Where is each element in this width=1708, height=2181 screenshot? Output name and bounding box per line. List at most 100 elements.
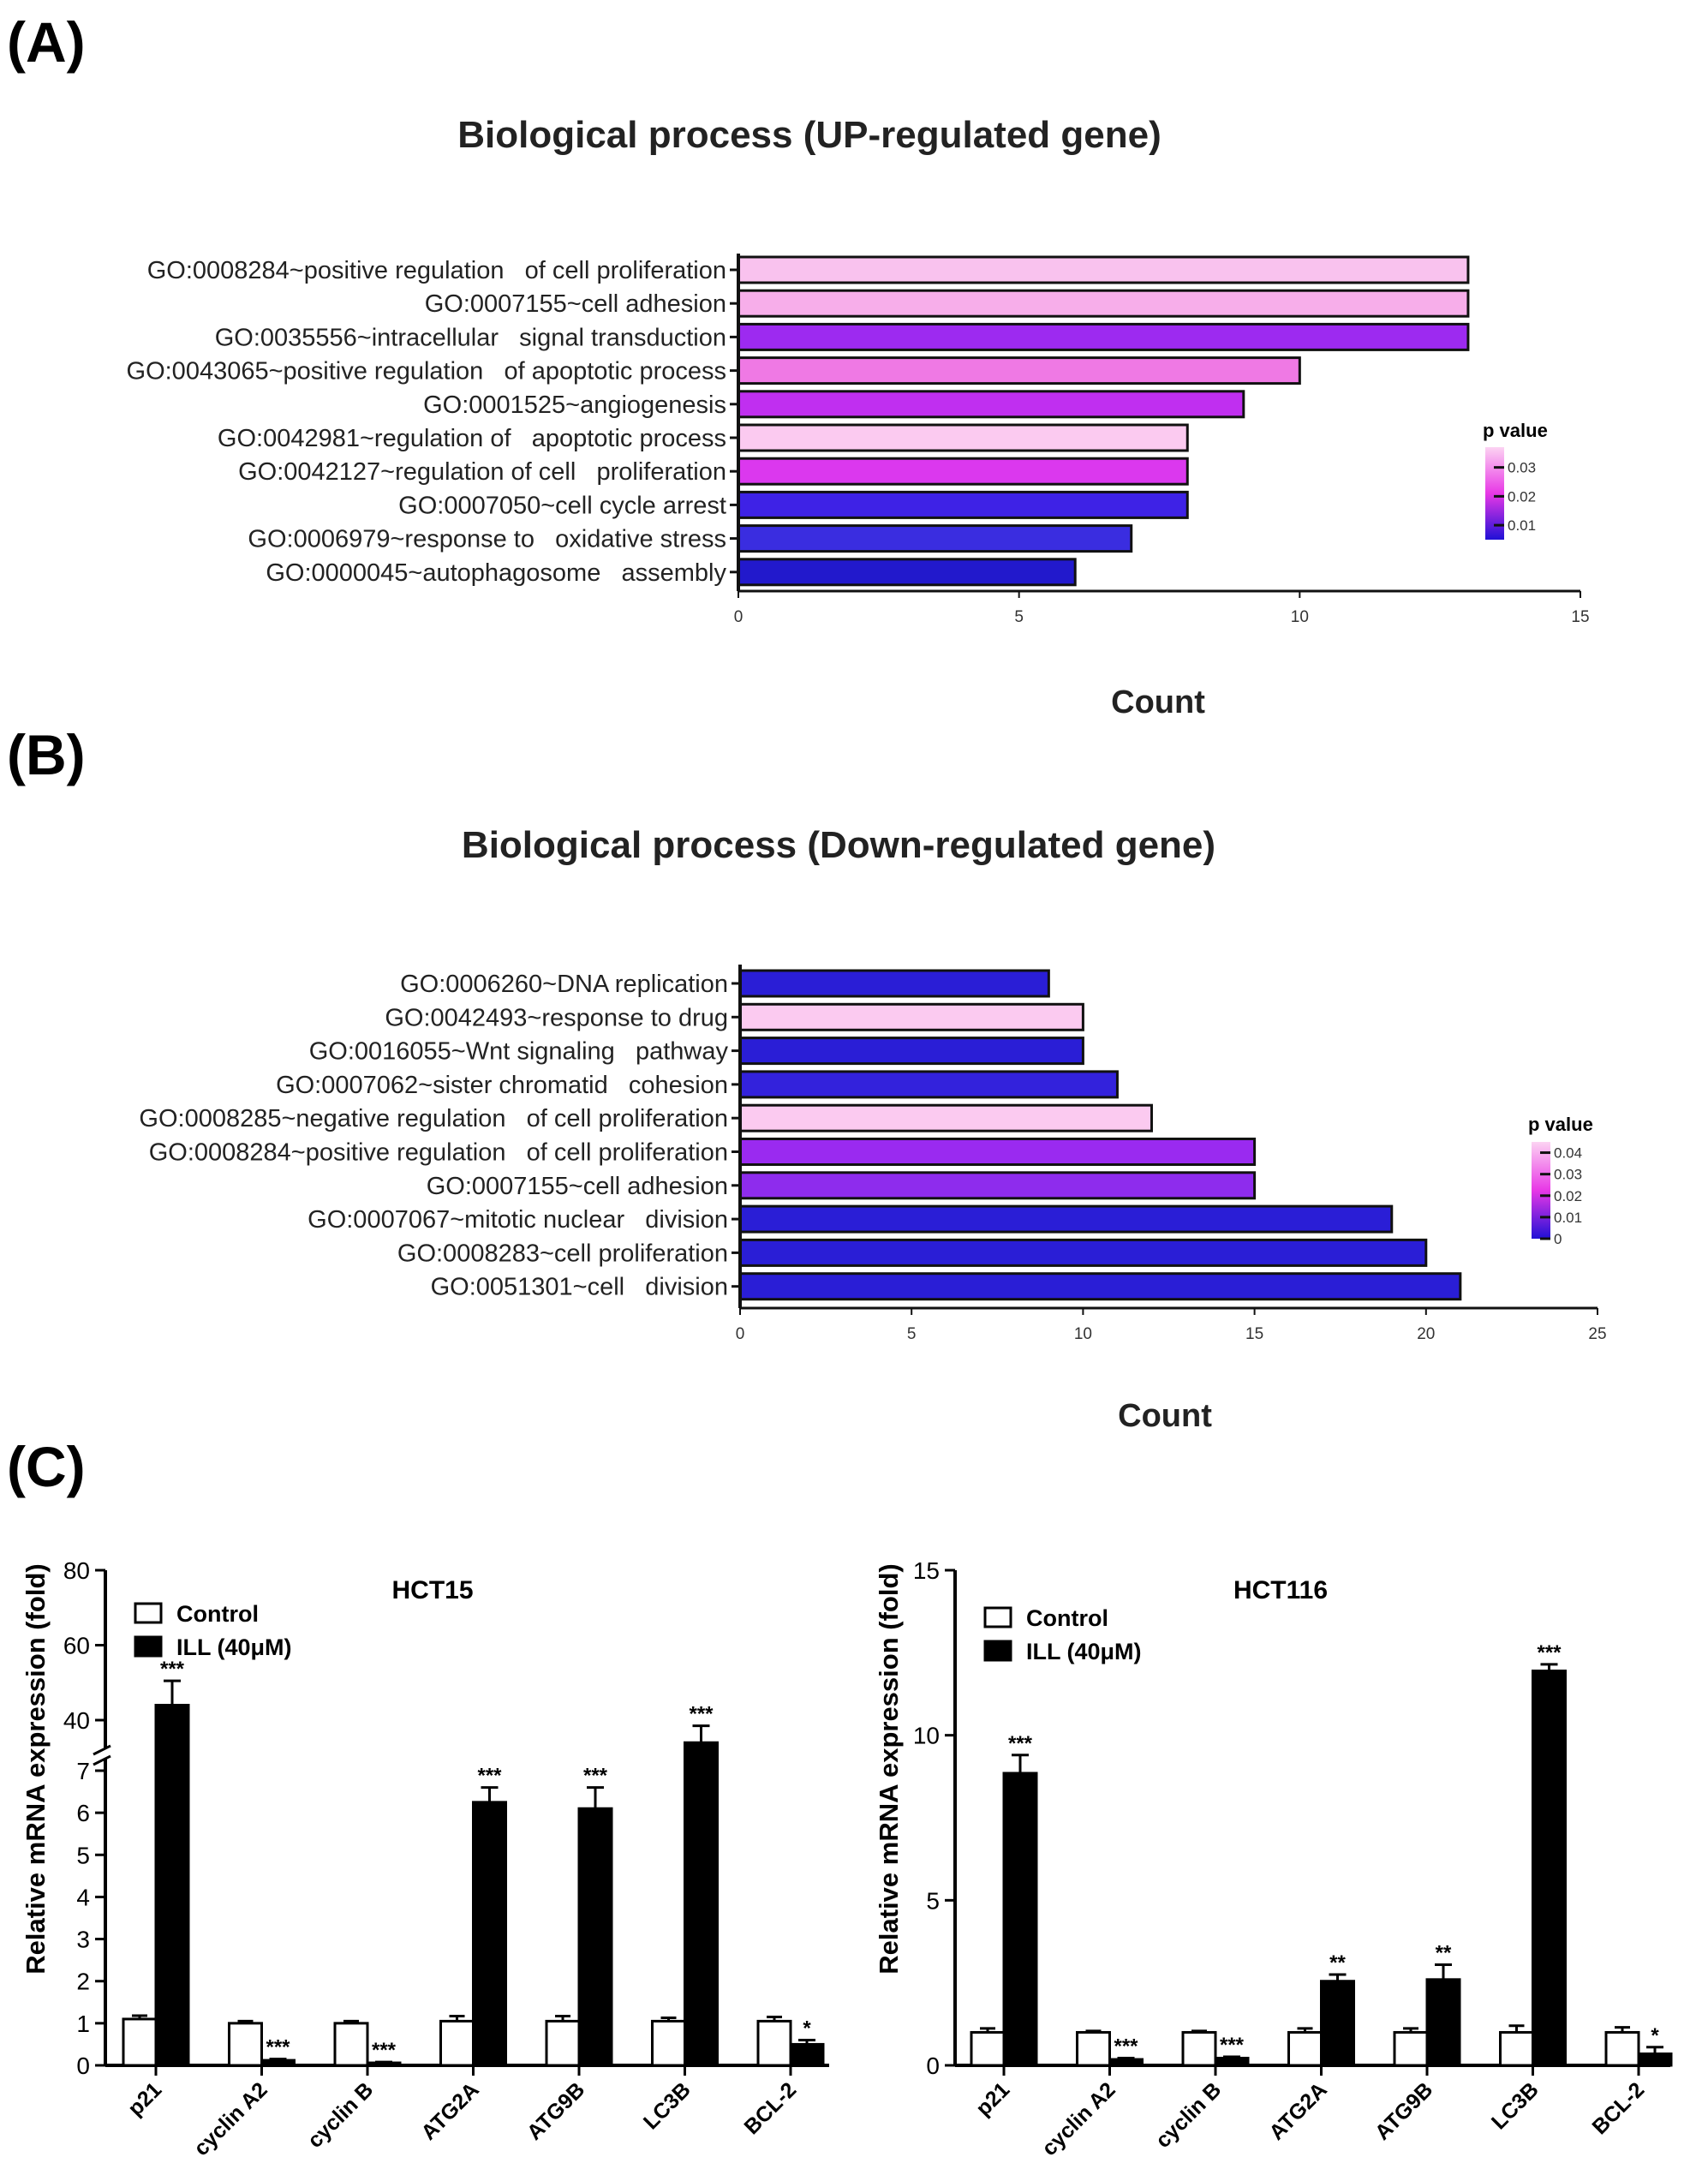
bar-ill-c1-5 <box>684 1741 719 2067</box>
x-axis-title-b: Count <box>1118 1398 1212 1434</box>
bars-b <box>738 969 1462 1301</box>
legend-label-control-2: Control <box>1026 1605 1108 1631</box>
axis-break-mark-c1-0 <box>93 1744 111 1756</box>
bar-b-4 <box>738 1103 1153 1132</box>
bars-hct116: ****** ***** ****** <box>970 1641 1673 2067</box>
bar-b-5 <box>738 1138 1257 1166</box>
bar-ill-c2-3 <box>1320 1980 1355 2067</box>
legend-tick-label-b-3: 0.01 <box>1554 1210 1582 1226</box>
bar-control-c1-0 <box>122 2017 158 2067</box>
category-label-a-0: GO:0008284~positive regulation of cell p… <box>147 257 726 284</box>
bar-b-1 <box>738 1002 1084 1031</box>
panel-a: (A) Biological process (UP-regulated gen… <box>7 10 1590 720</box>
legend-swatch-control-2 <box>983 1606 1012 1628</box>
bar-a-1 <box>737 289 1470 318</box>
category-label-a-8: GO:0006979~response to oxidative stress <box>248 526 726 553</box>
legend-tick-label-a-1: 0.02 <box>1508 488 1536 505</box>
y-tick-label-c2-3: 15 <box>913 1557 940 1584</box>
x-axis-title-a: Count <box>1111 684 1205 720</box>
bar-ill-c2-0 <box>1002 1772 1038 2067</box>
y-tick-label-c1-8: 40 <box>63 1707 90 1734</box>
y-axis-title-hct15: Relative mRNA expression (fold) <box>21 1563 51 1974</box>
bar-a-0 <box>737 255 1470 284</box>
legend-label-control: Control <box>176 1601 259 1627</box>
significance-c2-6: * <box>1651 2024 1659 2047</box>
y-tick-label-c1-3: 3 <box>76 1927 90 1953</box>
bar-ill-c2-5 <box>1532 1670 1567 2067</box>
bar-a-6 <box>737 457 1189 486</box>
category-label-b-7: GO:0007067~mitotic nuclear division <box>308 1206 728 1234</box>
y-axis-title-hct116: Relative mRNA expression (fold) <box>874 1563 904 1974</box>
significance-c1-6: * <box>803 2017 811 2041</box>
x-tick-label-b-1: 5 <box>907 1325 917 1343</box>
bar-a-2 <box>737 322 1470 351</box>
legend-tick-label-b-1: 0.03 <box>1554 1167 1582 1183</box>
legend-colorbar-b <box>1532 1142 1550 1239</box>
y-tick-label-c1-4: 4 <box>76 1884 90 1910</box>
category-label-a-9: GO:0000045~autophagosome assembly <box>266 559 726 587</box>
y-tick-label-c1-5: 5 <box>76 1842 90 1868</box>
x-tick-label-a-2: 10 <box>1291 608 1309 626</box>
significance-c1-1: *** <box>266 2036 290 2059</box>
category-label-b-8: GO:0008283~cell proliferation <box>397 1240 728 1267</box>
legend-tick-label-b-2: 0.02 <box>1554 1188 1582 1204</box>
bar-ill-c1-0 <box>154 1704 190 2067</box>
legend-tick-label-a-2: 0.01 <box>1508 517 1536 534</box>
bar-b-3 <box>738 1070 1119 1099</box>
legend-hct116: Control ILL (40μM) <box>983 1605 1142 1664</box>
x-axis-a: 0 5 10 15 <box>734 254 1590 626</box>
legend-tick-label-a-0: 0.03 <box>1508 460 1536 476</box>
category-label-b-0: GO:0006260~DNA replication <box>400 971 728 998</box>
bar-a-5 <box>737 423 1189 452</box>
legend-tick-label-b-0: 0.04 <box>1554 1145 1582 1162</box>
legend-swatch-ill <box>134 1635 163 1658</box>
significance-c1-0: *** <box>160 1658 185 1681</box>
y-tick-label-c1-0: 0 <box>76 2053 90 2079</box>
y-tick-label-c2-1: 5 <box>926 1887 940 1914</box>
x-tick-label-a-3: 15 <box>1571 608 1589 626</box>
category-label-a-5: GO:0042981~regulation of apoptotic proce… <box>218 425 726 452</box>
legend-label-ill: ILL (40μM) <box>176 1634 292 1660</box>
legend-colorbar-a <box>1485 447 1504 540</box>
bar-control-c2-1 <box>1076 2030 1111 2067</box>
significance-c1-5: *** <box>689 1703 714 1726</box>
legend-swatch-control <box>134 1602 163 1624</box>
legend-hct15: Control ILL (40μM) <box>134 1601 292 1660</box>
significance-c2-1: *** <box>1114 2035 1138 2059</box>
significance-c1-2: *** <box>372 2039 397 2062</box>
panel-c: (C) HCT15 Relative mRNA expression (fold… <box>7 1435 1673 2160</box>
category-label-a-6: GO:0042127~regulation of cell proliferat… <box>238 458 726 486</box>
chart-title-hct15: HCT15 <box>391 1576 473 1604</box>
bar-a-7 <box>737 490 1189 519</box>
axis-break-mark-c1-1 <box>93 1754 111 1766</box>
x-tick-label-b-0: 0 <box>736 1325 745 1343</box>
y-tick-label-c1-1: 1 <box>76 2011 90 2037</box>
bar-b-8 <box>738 1238 1428 1267</box>
bar-ill-c1-3 <box>472 1801 507 2067</box>
bar-ill-c2-1 <box>1108 2058 1144 2067</box>
legend-title-b: p value <box>1528 1114 1593 1135</box>
significance-c1-4: *** <box>583 1765 608 1788</box>
category-label-a-7: GO:0007050~cell cycle arrest <box>398 492 726 519</box>
panel-label-c: (C) <box>7 1435 86 1498</box>
bars-a <box>737 255 1470 587</box>
y-tick-label-c2-0: 0 <box>926 2053 940 2079</box>
significance-c1-3: *** <box>477 1765 502 1788</box>
x-tick-label-b-2: 10 <box>1074 1325 1092 1343</box>
significance-c2-0: *** <box>1008 1732 1033 1755</box>
bars-hct15: ****** ****** ******* <box>122 1658 825 2067</box>
y-tick-label-c1-6: 6 <box>76 1800 90 1826</box>
x-tick-label-b-5: 25 <box>1588 1325 1606 1343</box>
significance-c2-3: ** <box>1329 1951 1346 1975</box>
x-tick-label-a-1: 5 <box>1014 608 1024 626</box>
bar-ill-c1-6 <box>789 2042 825 2067</box>
panel-b: (B) Biological process (Down-regulated g… <box>7 723 1607 1434</box>
bar-control-c2-0 <box>970 2030 1006 2067</box>
x-tick-label-a-0: 0 <box>734 608 744 626</box>
bar-control-c1-4 <box>545 2019 581 2067</box>
chart-title-a: Biological process (UP-regulated gene) <box>457 114 1162 156</box>
bar-b-0 <box>738 969 1050 998</box>
category-labels-a: GO:0008284~positive regulation of cell p… <box>127 257 738 587</box>
bar-b-7 <box>738 1204 1394 1234</box>
